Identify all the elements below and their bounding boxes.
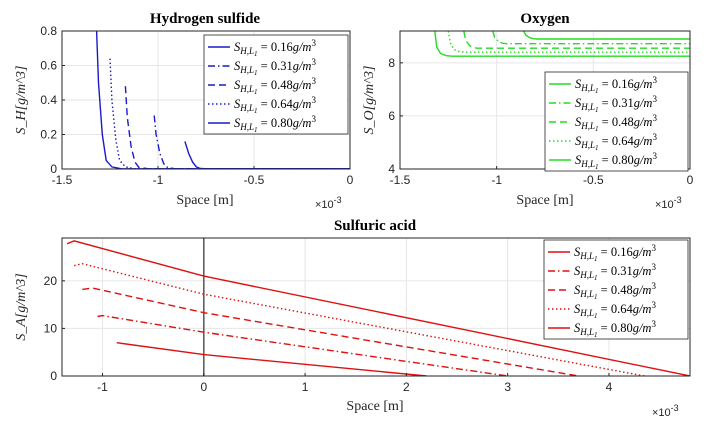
o2-title: Oxygen — [520, 11, 570, 27]
x-tick-label: -1 — [97, 380, 108, 394]
legend-label: SH,L1 = 0.80g/m3 — [234, 114, 316, 134]
o2-xlabel: Space [m] — [516, 193, 573, 208]
y-tick-label: 0.4 — [40, 93, 57, 107]
legend-label: SH,L1 = 0.48g/m3 — [575, 113, 657, 133]
y-tick-label: 0 — [50, 162, 57, 176]
x-tick-label: -1.5 — [52, 173, 73, 187]
o2-series — [434, 31, 690, 57]
x-tick-label: 4 — [606, 380, 613, 394]
x-tick-label: -1 — [153, 173, 164, 187]
series-line-080 — [66, 240, 690, 376]
h2s-ylabel: S_H[g/m^3] — [14, 66, 29, 135]
legend-label: SH,L1 = 0.80g/m3 — [575, 151, 657, 171]
series-line-031 — [492, 31, 690, 45]
acid-y-ticks: 0 10 20 — [44, 274, 65, 383]
acid-title: Sulfuric acid — [334, 218, 417, 234]
y-tick-label: 0.8 — [40, 24, 57, 38]
legend-label: SH,L1 = 0.16g/m3 — [234, 38, 316, 58]
legend-label: SH,L1 = 0.48g/m3 — [234, 76, 316, 96]
y-tick-label: 6 — [388, 109, 395, 123]
legend-label: SH,L1 = 0.16g/m3 — [575, 75, 657, 95]
y-tick-label: 0 — [50, 369, 57, 383]
o2-x-exponent: ×10-3 — [655, 195, 682, 211]
x-tick-label: -1.5 — [390, 173, 411, 187]
y-tick-label: 8 — [388, 56, 395, 70]
acid-x-exponent: ×10-3 — [652, 403, 679, 419]
legend-label: SH,L1 = 0.64g/m3 — [575, 132, 657, 152]
x-tick-label: -0.5 — [583, 173, 604, 187]
legend-label: SH,L1 = 0.31g/m3 — [234, 57, 316, 77]
y-tick-label: 0.6 — [40, 59, 57, 73]
o2-ylabel: S_O[g/m^3] — [362, 66, 377, 135]
y-tick-label: 10 — [44, 321, 58, 335]
series-line-080 — [434, 31, 690, 57]
h2s-y-ticks: 0 0.2 0.4 0.6 0.8 — [40, 24, 65, 176]
series-line-016 — [116, 342, 427, 376]
series-line-031 — [97, 314, 508, 376]
legend-label: SH,L1 = 0.31g/m3 — [574, 262, 656, 282]
y-tick-label: 20 — [44, 274, 58, 288]
series-line-048 — [82, 287, 579, 376]
y-tick-label: 4 — [388, 162, 395, 176]
acid-axes-box — [61, 237, 691, 377]
x-tick-label: 0 — [687, 173, 694, 187]
acid-x-ticks: -1 0 1 2 3 4 — [97, 373, 613, 394]
h2s-x-exponent: ×10-3 — [315, 195, 342, 211]
legend-label: SH,L1 = 0.64g/m3 — [234, 95, 316, 115]
x-tick-label: 2 — [403, 380, 410, 394]
legend-box — [543, 239, 689, 340]
legend-label: SH,L1 = 0.48g/m3 — [574, 281, 656, 301]
h2s-x-ticks: -1.5 -1 -0.5 0 — [52, 166, 354, 187]
series-line-064 — [74, 262, 645, 376]
oxygen-panel: Oxygen -1.5 -1 -0.5 0 4 6 8 Space [m] S_O[g/m… — [362, 11, 694, 211]
legend-box — [203, 34, 349, 135]
series-line-016 — [523, 31, 690, 40]
x-tick-label: 0 — [200, 380, 207, 394]
sulfuric-acid-panel: Sulfuric acid -1 0 1 2 3 4 0 10 20 Space [m] S_… — [14, 218, 691, 419]
x-tick-label: 0 — [347, 173, 354, 187]
acid-ylabel: S_A[g/m^3] — [14, 273, 29, 340]
o2-y-ticks: 4 6 8 — [388, 56, 403, 176]
legend-label: SH,L1 = 0.80g/m3 — [574, 319, 656, 339]
o2-x-ticks: -1.5 -1 -0.5 0 — [390, 166, 694, 187]
legend-box — [544, 71, 689, 172]
x-tick-label: -1 — [491, 173, 502, 187]
x-tick-label: -0.5 — [244, 173, 265, 187]
h2s-xlabel: Space [m] — [176, 193, 233, 208]
acid-xlabel: Space [m] — [346, 399, 403, 414]
legend-label: SH,L1 = 0.16g/m3 — [574, 243, 656, 263]
hydrogen-sulfide-panel: Hydrogen sulfide -1.5 -1 -0.5 0 00.20.40.60… — [14, 11, 354, 211]
series-line-048 — [463, 31, 690, 49]
legend-label: SH,L1 = 0.64g/m3 — [574, 300, 656, 320]
acid-series — [66, 240, 690, 376]
x-tick-label: 1 — [302, 380, 309, 394]
h2s-title: Hydrogen sulfide — [150, 11, 260, 27]
y-tick-label: 0.2 — [40, 128, 57, 142]
x-tick-label: 3 — [504, 380, 511, 394]
series-line-064 — [447, 31, 690, 53]
legend-label: SH,L1 = 0.31g/m3 — [575, 94, 657, 114]
